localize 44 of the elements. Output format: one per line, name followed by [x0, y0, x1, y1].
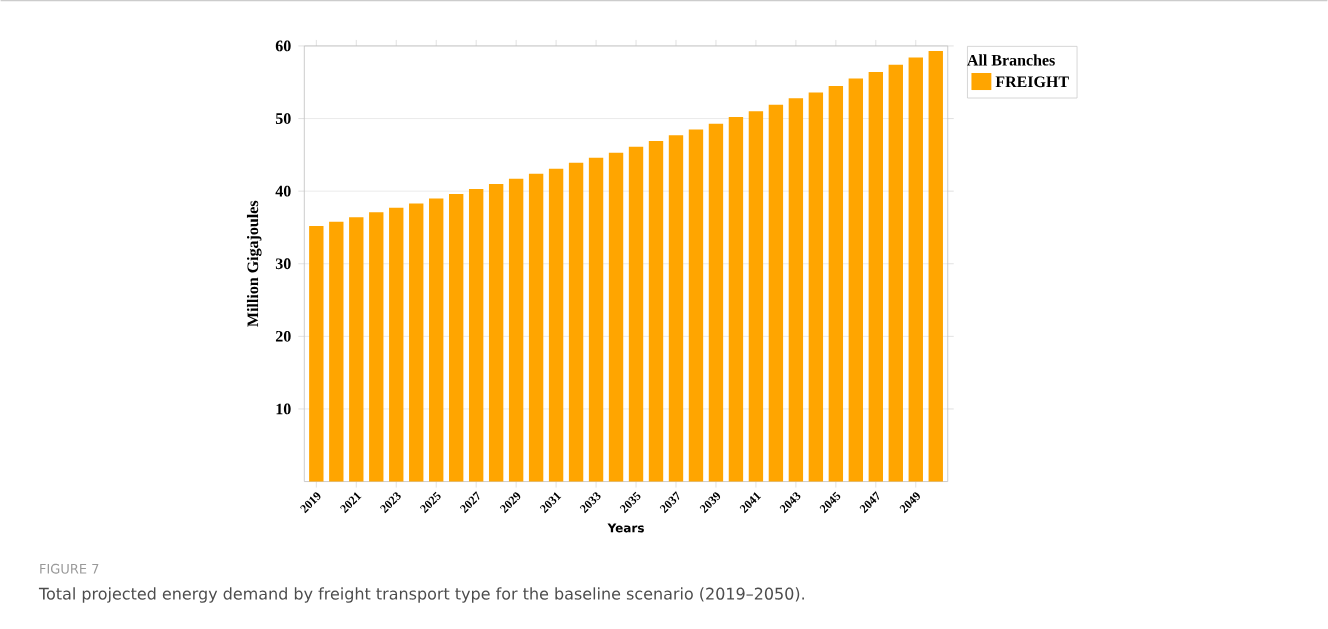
bar [668, 135, 684, 482]
bar [828, 85, 844, 482]
y-tick-label: 10 [276, 403, 291, 415]
bar [688, 129, 704, 482]
bar [888, 64, 903, 482]
legend-title: All Branches [967, 54, 1055, 66]
bar [768, 104, 784, 482]
bar [728, 116, 744, 482]
y-tick-label: 20 [275, 330, 291, 342]
y-tick-label: 60 [275, 40, 291, 52]
bar [568, 162, 584, 482]
bar [508, 178, 524, 482]
bar [648, 140, 664, 482]
y-axis-title: Million Gigajoules [246, 200, 262, 327]
y-tick-label: 40 [275, 185, 291, 197]
bar [848, 78, 864, 482]
bar [329, 221, 344, 482]
bar [369, 212, 384, 482]
bar [928, 50, 943, 482]
bar [628, 146, 644, 482]
bar [908, 57, 923, 482]
bar [708, 123, 724, 482]
legend-label: FREIGHT [995, 76, 1069, 87]
bar [488, 183, 504, 482]
bar [788, 98, 804, 482]
bar [449, 193, 464, 482]
bar [588, 157, 604, 482]
x-axis-title: Years [607, 523, 644, 533]
bar [868, 71, 884, 482]
bar [468, 188, 484, 482]
bar [608, 152, 624, 482]
bar [528, 173, 544, 482]
bar [548, 168, 564, 482]
text: Total projected energy demand by freight transport type for the baseline scenario (2019–2050). [38, 587, 804, 603]
bar [309, 225, 324, 482]
bar [808, 92, 824, 482]
bar [409, 203, 424, 482]
caption: FIGURE 7 [40, 563, 99, 574]
bar [389, 207, 404, 482]
y-tick-label: 50 [275, 112, 291, 124]
bar [748, 111, 764, 482]
bar [429, 198, 444, 482]
bar [349, 217, 364, 482]
y-tick-label: 30 [275, 258, 291, 269]
